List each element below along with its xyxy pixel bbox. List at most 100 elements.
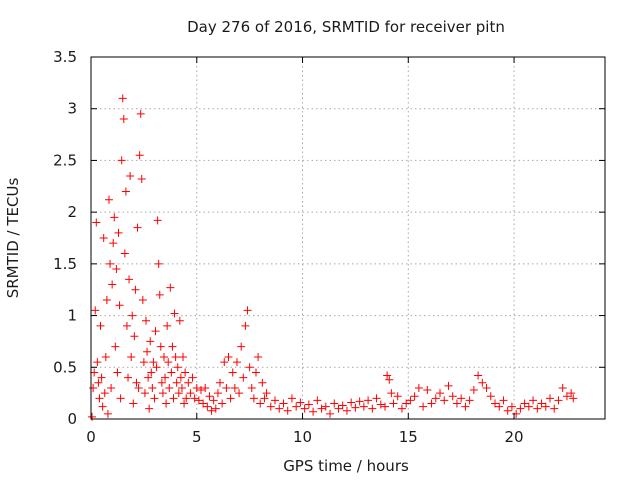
data-point — [326, 409, 335, 418]
data-point — [98, 402, 107, 411]
y-tick-label: 1 — [67, 307, 77, 325]
data-point — [167, 368, 176, 377]
data-point — [275, 404, 284, 413]
data-point — [359, 402, 368, 411]
data-point — [148, 383, 157, 392]
data-point — [166, 283, 175, 292]
data-point — [562, 392, 571, 401]
data-point — [254, 352, 263, 361]
data-point — [190, 394, 199, 403]
data-point — [558, 383, 567, 392]
data-point — [138, 296, 147, 305]
data-point — [162, 399, 171, 408]
data-point — [304, 400, 313, 409]
data-point — [179, 352, 188, 361]
data-point — [393, 392, 402, 401]
data-point — [520, 399, 529, 408]
data-point — [140, 389, 149, 398]
data-point — [192, 383, 201, 392]
data-point — [211, 404, 220, 413]
data-point — [114, 228, 123, 237]
data-point — [283, 406, 292, 415]
data-point — [256, 399, 265, 408]
data-point — [91, 306, 100, 315]
data-point — [222, 383, 231, 392]
data-point — [317, 404, 326, 413]
data-point — [180, 399, 189, 408]
data-point — [330, 399, 339, 408]
data-point — [249, 394, 258, 403]
data-point — [444, 381, 453, 390]
data-point — [108, 280, 117, 289]
data-point — [113, 368, 122, 377]
data-point — [196, 386, 205, 395]
data-point — [151, 327, 160, 336]
data-point — [127, 352, 136, 361]
data-point — [448, 392, 457, 401]
data-point — [385, 375, 394, 384]
data-point — [495, 402, 504, 411]
data-point — [182, 394, 191, 403]
data-point — [181, 368, 190, 377]
data-point — [486, 392, 495, 401]
data-point — [99, 234, 108, 242]
data-point — [109, 239, 118, 248]
data-point — [144, 373, 153, 382]
data-point — [154, 259, 163, 268]
data-point — [440, 396, 449, 405]
data-point — [150, 394, 159, 403]
data-point — [469, 386, 478, 395]
data-point — [228, 368, 237, 377]
data-point — [569, 394, 578, 403]
data-point — [216, 378, 225, 387]
data-point — [184, 378, 193, 387]
data-point — [124, 373, 133, 382]
data-point — [474, 371, 483, 380]
data-point — [100, 389, 109, 398]
data-point — [106, 259, 115, 268]
data-point — [134, 383, 143, 392]
data-point — [364, 396, 373, 405]
data-point — [230, 383, 239, 392]
data-point — [419, 402, 428, 411]
data-point — [383, 371, 392, 380]
data-point — [410, 392, 419, 401]
y-tick-label: 3.5 — [53, 48, 77, 66]
data-point — [158, 389, 167, 398]
data-point — [110, 213, 119, 222]
data-point — [296, 398, 305, 407]
data-point — [165, 383, 174, 392]
data-point — [156, 342, 165, 351]
data-point — [239, 373, 248, 382]
data-point — [172, 378, 181, 387]
data-point — [279, 399, 288, 408]
data-points — [88, 94, 578, 421]
grid-lines — [91, 57, 605, 419]
x-tick-label: 0 — [86, 428, 96, 446]
data-point — [368, 404, 377, 413]
data-point — [194, 396, 203, 405]
data-point — [116, 394, 125, 403]
data-point — [131, 285, 140, 294]
y-tick-label: 3 — [67, 100, 77, 118]
data-point — [567, 389, 576, 398]
y-tick-labels: 0 0.5 1 1.5 2 2.5 3 3.5 — [53, 48, 77, 428]
data-point — [177, 383, 186, 392]
x-axis-label: GPS time / hours — [283, 457, 409, 475]
data-point — [507, 402, 516, 411]
x-tick-label: 20 — [504, 428, 523, 446]
data-point — [478, 378, 487, 387]
data-point — [205, 392, 214, 401]
y-tick-label: 0 — [67, 410, 77, 428]
data-point — [351, 403, 360, 412]
data-point — [537, 399, 546, 408]
data-point — [529, 396, 538, 405]
data-point — [457, 394, 466, 403]
data-point — [226, 394, 235, 403]
data-point — [132, 378, 141, 387]
data-point — [103, 409, 112, 418]
data-point — [235, 389, 244, 398]
data-point — [342, 406, 351, 415]
data-point — [199, 399, 208, 408]
